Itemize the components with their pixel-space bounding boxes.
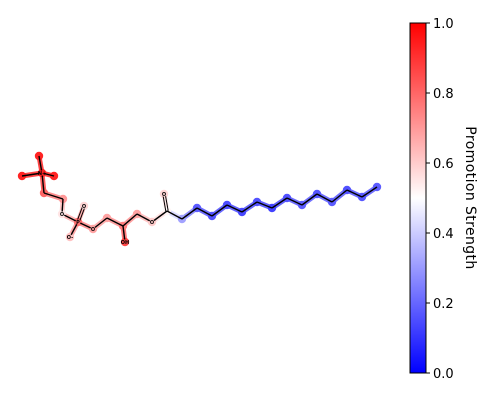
bond-line xyxy=(38,155,43,174)
colorbar-gradient xyxy=(409,22,427,374)
bond-line xyxy=(122,225,126,243)
bond-line xyxy=(331,189,348,203)
atom-label: O xyxy=(60,212,64,218)
bond-line xyxy=(361,186,378,198)
bond-line xyxy=(241,201,258,213)
bond-line xyxy=(162,194,167,212)
colorbar-tick-label: 0.2 xyxy=(433,297,454,312)
colorbar-label: Promotion Strength xyxy=(462,126,478,269)
bond-line xyxy=(106,217,124,227)
atom-label-background xyxy=(122,239,128,245)
bond-line xyxy=(164,193,169,211)
atom-label: OH xyxy=(121,240,129,246)
atom-label-background xyxy=(59,211,65,217)
atom-label: O xyxy=(162,192,166,198)
bond-line xyxy=(151,210,168,223)
molecule-atoms: N+ O P O O- O OH O O xyxy=(38,170,167,246)
atom-label-background xyxy=(39,170,45,176)
bond-line xyxy=(271,197,288,209)
molecule-bonds xyxy=(21,155,378,243)
colorbar-ticks: 0.0 0.2 0.4 0.6 0.8 1.0 xyxy=(426,17,454,382)
atom-label-background xyxy=(75,219,81,225)
atom-label: P xyxy=(76,220,80,226)
bond-line xyxy=(211,204,228,217)
bond-line xyxy=(122,213,138,227)
bond-line xyxy=(41,172,45,194)
atom-label-background xyxy=(161,191,167,197)
bond-line xyxy=(301,193,318,206)
bond-line xyxy=(346,189,363,198)
bond-line xyxy=(92,217,108,230)
bond-line xyxy=(286,197,303,206)
atom-label-background xyxy=(90,226,96,232)
bond-line xyxy=(136,213,153,223)
atom-label-background xyxy=(149,219,155,225)
colorbar-tick-label: 0.6 xyxy=(433,157,454,172)
atom-label-background xyxy=(67,234,73,240)
bond-line xyxy=(226,204,243,213)
atom-label: O xyxy=(150,220,154,226)
molecule-structure: N+ O P O O- O OH O O xyxy=(17,151,382,247)
atom-label: O xyxy=(91,227,95,233)
bond-line xyxy=(181,207,198,220)
colorbar-tick-label: 1.0 xyxy=(433,17,454,32)
bond-line xyxy=(256,201,273,209)
bond-line xyxy=(76,205,84,222)
bond-line xyxy=(61,213,79,223)
bond-line xyxy=(77,221,94,230)
bond-line xyxy=(69,221,79,238)
atom-label-background xyxy=(81,203,87,209)
colorbar-tick-label: 0.0 xyxy=(433,367,454,382)
atom-label: N+ xyxy=(38,171,46,177)
atom-label: O xyxy=(82,204,86,210)
bond-line xyxy=(43,192,64,200)
bond-line xyxy=(78,206,86,223)
bond-line xyxy=(21,172,43,177)
colorbar-tick-label: 0.8 xyxy=(433,87,454,102)
atom-label: O- xyxy=(67,235,73,241)
colorbar-tick-label: 0.4 xyxy=(433,227,454,242)
bond-line xyxy=(196,207,213,217)
bond-line xyxy=(316,193,333,203)
colorbar: 0.0 0.2 0.4 0.6 0.8 1.0 Promotion Strength xyxy=(409,17,478,382)
bond-line xyxy=(166,210,183,220)
